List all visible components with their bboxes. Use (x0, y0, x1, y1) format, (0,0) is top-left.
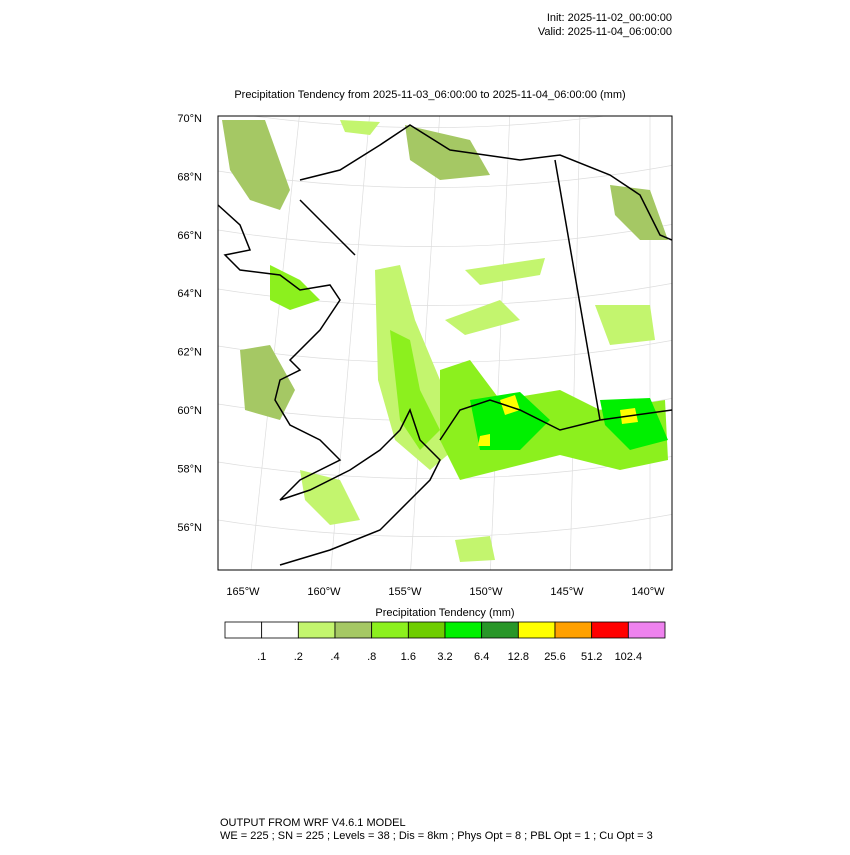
lat-label: 64°N (177, 288, 202, 300)
colorbar-box (627, 621, 666, 639)
colorbar-box (554, 621, 593, 639)
footer-line: OUTPUT FROM WRF V4.6.1 MODEL (220, 817, 406, 829)
lat-label: 60°N (177, 405, 202, 417)
colorbar: .1 .2 .4 .8 1.6 3.2 6.4 12.8 25.6 51.2 102.4 (224, 621, 666, 663)
lon-label: 150°W (469, 586, 503, 598)
colorbar-label: 12.8 (508, 651, 529, 663)
lat-label: 70°N (177, 113, 202, 125)
lat-label: 66°N (177, 230, 202, 242)
lon-label: 155°W (388, 586, 422, 598)
init-time: Init: 2025-11-02_00:00:00 (547, 12, 672, 24)
lon-label: 160°W (307, 586, 341, 598)
colorbar-box (297, 621, 336, 639)
colorbar-box (591, 621, 629, 639)
precip-fields (222, 120, 668, 562)
colorbar-label: 6.4 (474, 651, 489, 663)
lon-label: 145°W (550, 586, 584, 598)
lon-labels: 165°W 160°W 155°W 150°W 145°W 140°W (226, 586, 665, 598)
colorbar-label: 3.2 (437, 651, 452, 663)
lon-label: 140°W (631, 586, 665, 598)
colorbar-label: .4 (330, 651, 339, 663)
map-frame (217, 115, 673, 571)
lat-label: 58°N (177, 463, 202, 475)
lon-label: 165°W (226, 586, 260, 598)
colorbar-label: .2 (294, 651, 303, 663)
colorbar-box (371, 621, 409, 639)
colorbar-label: 1.6 (401, 651, 416, 663)
colorbar-label: .8 (367, 651, 376, 663)
colorbar-box (481, 621, 519, 639)
colorbar-label: 25.6 (544, 651, 565, 663)
footer-line: WE = 225 ; SN = 225 ; Levels = 38 ; Dis … (220, 830, 653, 842)
colorbar-label: 102.4 (615, 651, 643, 663)
colorbar-box (224, 621, 263, 639)
colorbar-box (444, 621, 483, 639)
lat-label: 56°N (177, 522, 202, 534)
colorbar-label: 51.2 (581, 651, 602, 663)
colorbar-box (261, 621, 299, 639)
colorbar-box (407, 621, 446, 639)
colorbar-label: .1 (257, 651, 266, 663)
map-title: Precipitation Tendency from 2025-11-03_0… (234, 89, 625, 101)
lat-label: 62°N (177, 347, 202, 359)
lat-label: 68°N (177, 171, 202, 183)
colorbar-title: Precipitation Tendency (mm) (375, 607, 514, 619)
map-area (218, 116, 672, 570)
valid-time: Valid: 2025-11-04_06:00:00 (538, 26, 672, 38)
coastlines (218, 124, 672, 566)
lat-labels: 70°N 68°N 66°N 64°N 62°N 60°N 58°N 56°N (177, 113, 202, 534)
colorbar-box (517, 621, 556, 639)
colorbar-box (334, 621, 373, 639)
